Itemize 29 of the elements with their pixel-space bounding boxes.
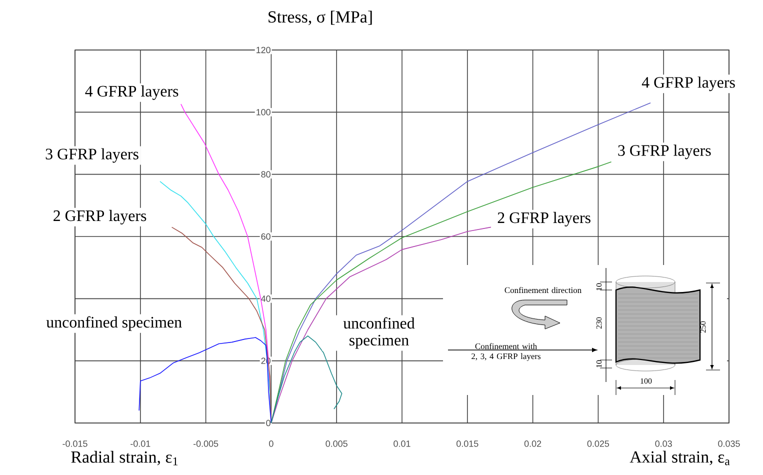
series-label: 4 GFRP layers <box>85 85 178 100</box>
x-tick-label: 0.035 <box>718 440 740 447</box>
series-label: 2 GFRP layers <box>498 212 590 226</box>
x-tick-label: 0.005 <box>326 440 348 447</box>
x-axis-title: Radial strain, ε$_{1}$ <box>71 450 178 466</box>
y-axis-title: Stress, σ [MPa] <box>268 10 372 26</box>
y-tick-label: 100 <box>256 108 270 116</box>
annotation: Confinement with 2, 3, 4 GFRP layers <box>472 343 541 361</box>
x-tick-label: 0.015 <box>456 440 478 447</box>
x-tick-label: -0.005 <box>193 440 218 447</box>
series-label: 3 GFRP layers <box>46 148 138 163</box>
series-label: 4 GFRP layers <box>642 76 735 92</box>
text: Axial strain, ε$_{a}$ <box>630 450 730 466</box>
x-tick-label: 0.01 <box>394 440 410 447</box>
y-tick-label: 0 <box>266 420 270 426</box>
series-label: 3 GFRP layers <box>618 144 711 160</box>
series-label: unconfined specimen <box>46 316 182 331</box>
x-tick-label: -0.015 <box>62 440 88 447</box>
x-tick-label: 0.02 <box>524 440 542 447</box>
y-tick-label: 80 <box>261 171 270 178</box>
y-tick-label: 60 <box>261 233 270 240</box>
series-label: unconfined specimen <box>343 317 415 349</box>
y-tick-label: 120 <box>256 46 270 54</box>
x-tick-label: -0.01 <box>130 440 150 447</box>
x-tick-label: 0.03 <box>655 440 672 447</box>
series-label: 2 GFRP layers <box>54 210 146 224</box>
x-tick-label: 0.025 <box>587 440 610 447</box>
annotation: Confinement direction <box>504 286 582 294</box>
y-tick-label: 40 <box>261 295 270 302</box>
